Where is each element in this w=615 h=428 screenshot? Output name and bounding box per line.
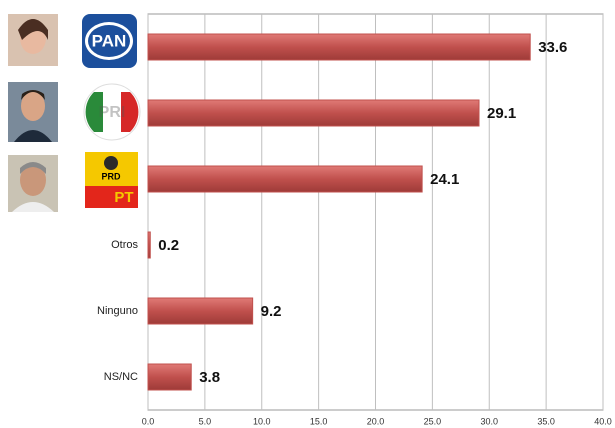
value-label: 33.6: [538, 39, 567, 56]
bar: [148, 34, 530, 60]
logo-text: PT: [114, 189, 133, 206]
bar: [148, 298, 253, 324]
y-tick-label: Otros: [111, 239, 138, 251]
x-tick-label: 0.0: [142, 416, 155, 426]
x-tick-label: 30.0: [480, 416, 498, 426]
bar: [148, 232, 150, 258]
x-tick-label: 25.0: [424, 416, 442, 426]
value-label: 24.1: [430, 171, 459, 188]
y-tick-label: NS/NC: [104, 371, 138, 383]
bar: [148, 166, 422, 192]
x-tick-label: 5.0: [199, 416, 212, 426]
value-label: 9.2: [261, 303, 282, 320]
photo: [8, 155, 58, 212]
logo-text: PRD: [101, 171, 121, 181]
logo-text: PRI: [99, 104, 126, 121]
logo-text: PAN: [92, 31, 127, 50]
y-tick-label: Ninguno: [97, 305, 138, 317]
x-tick-label: 15.0: [310, 416, 328, 426]
x-tick-label: 20.0: [367, 416, 385, 426]
value-label: 3.8: [199, 369, 220, 386]
logo: [104, 156, 118, 170]
chart: PAN PRI PRD PT 0.0 5.0 10.0 15.0 20.0 25.0 30.…: [0, 0, 615, 428]
x-tick-label: 35.0: [537, 416, 555, 426]
x-tick-label: 10.0: [253, 416, 271, 426]
value-label: 29.1: [487, 105, 516, 122]
x-tick-label: 40.0: [594, 416, 612, 426]
bar: [148, 364, 191, 390]
photo: [8, 14, 58, 66]
photo: [8, 82, 58, 142]
value-label: 0.2: [158, 237, 179, 254]
bar: [148, 100, 479, 126]
